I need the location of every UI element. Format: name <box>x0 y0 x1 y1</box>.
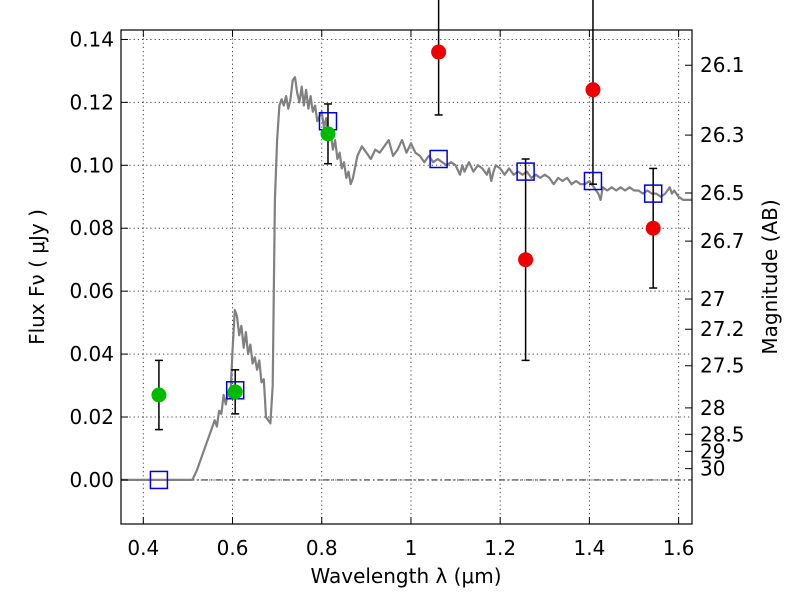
y-tick-label: 0.00 <box>69 468 114 492</box>
magnitude-tick-label: 26.3 <box>700 123 745 147</box>
observed-detection-point <box>151 387 167 403</box>
model-photometry-square <box>516 162 535 181</box>
x-tick-label: 1 <box>405 536 418 560</box>
observed-points-layer <box>151 44 661 403</box>
model-photometry-layer <box>149 111 663 490</box>
model-photometry-square <box>583 171 603 191</box>
x-tick-label: 0.4 <box>127 536 159 560</box>
x-tick-label: 0.8 <box>306 536 338 560</box>
y-tick-label: 0.02 <box>69 405 114 429</box>
x-tick-label: 1.6 <box>663 536 695 560</box>
observed-low-sn-point <box>518 252 534 268</box>
magnitude-tick-label: 27 <box>700 287 725 311</box>
x-axis-ticks: 0.4 0.6 0.8 1 1.2 1.4 1.6 <box>127 30 695 560</box>
model-spectrum-line <box>121 76 692 481</box>
x-tick-label: 1.2 <box>484 536 516 560</box>
y-tick-label: 0.04 <box>69 342 114 366</box>
grid-layer <box>121 30 692 524</box>
observed-detection-point <box>320 126 336 142</box>
plot-frame <box>120 29 693 525</box>
y-tick-label: 0.08 <box>69 216 114 240</box>
magnitude-tick-label: 27.2 <box>700 317 745 341</box>
magnitude-tick-label: 29 <box>700 439 725 463</box>
x-tick-label: 0.6 <box>217 536 249 560</box>
magnitude-tick-label: 26.7 <box>700 229 745 253</box>
model-photometry-square <box>149 470 169 490</box>
magnitude-tick-label: 26.1 <box>700 53 745 77</box>
observed-low-sn-point <box>431 44 447 60</box>
y-tick-label: 0.06 <box>69 279 114 303</box>
y-tick-label: 0.14 <box>69 27 114 51</box>
model-photometry-square <box>643 184 663 203</box>
magnitude-tick-label: 28.5 <box>700 422 745 446</box>
magnitude-tick-label: 28 <box>700 396 725 420</box>
x-tick-label: 1.4 <box>573 536 605 560</box>
y-tick-label: 0.10 <box>69 153 114 177</box>
x-axis-label: Wavelength λ (μm) <box>310 564 501 588</box>
magnitude-tick-label: 26.5 <box>700 181 745 205</box>
magnitude-axis-label: Magnitude (AB) <box>758 199 782 354</box>
y-axis-ticks: 0.00 0.02 0.04 0.06 0.08 0.10 0.12 0.14 <box>69 27 128 492</box>
observed-low-sn-point <box>585 82 601 98</box>
y-tick-label: 0.12 <box>69 90 114 114</box>
observed-low-sn-point <box>645 220 661 236</box>
model-spectrum-layer <box>121 76 692 481</box>
magnitude-tick-label: 27.5 <box>700 354 745 378</box>
model-photometry-square <box>429 149 448 169</box>
y-axis-label: Flux Fν ( μJy ) <box>25 209 49 345</box>
observed-detection-point <box>227 384 243 400</box>
magnitude-tick-label: 30 <box>700 457 725 481</box>
